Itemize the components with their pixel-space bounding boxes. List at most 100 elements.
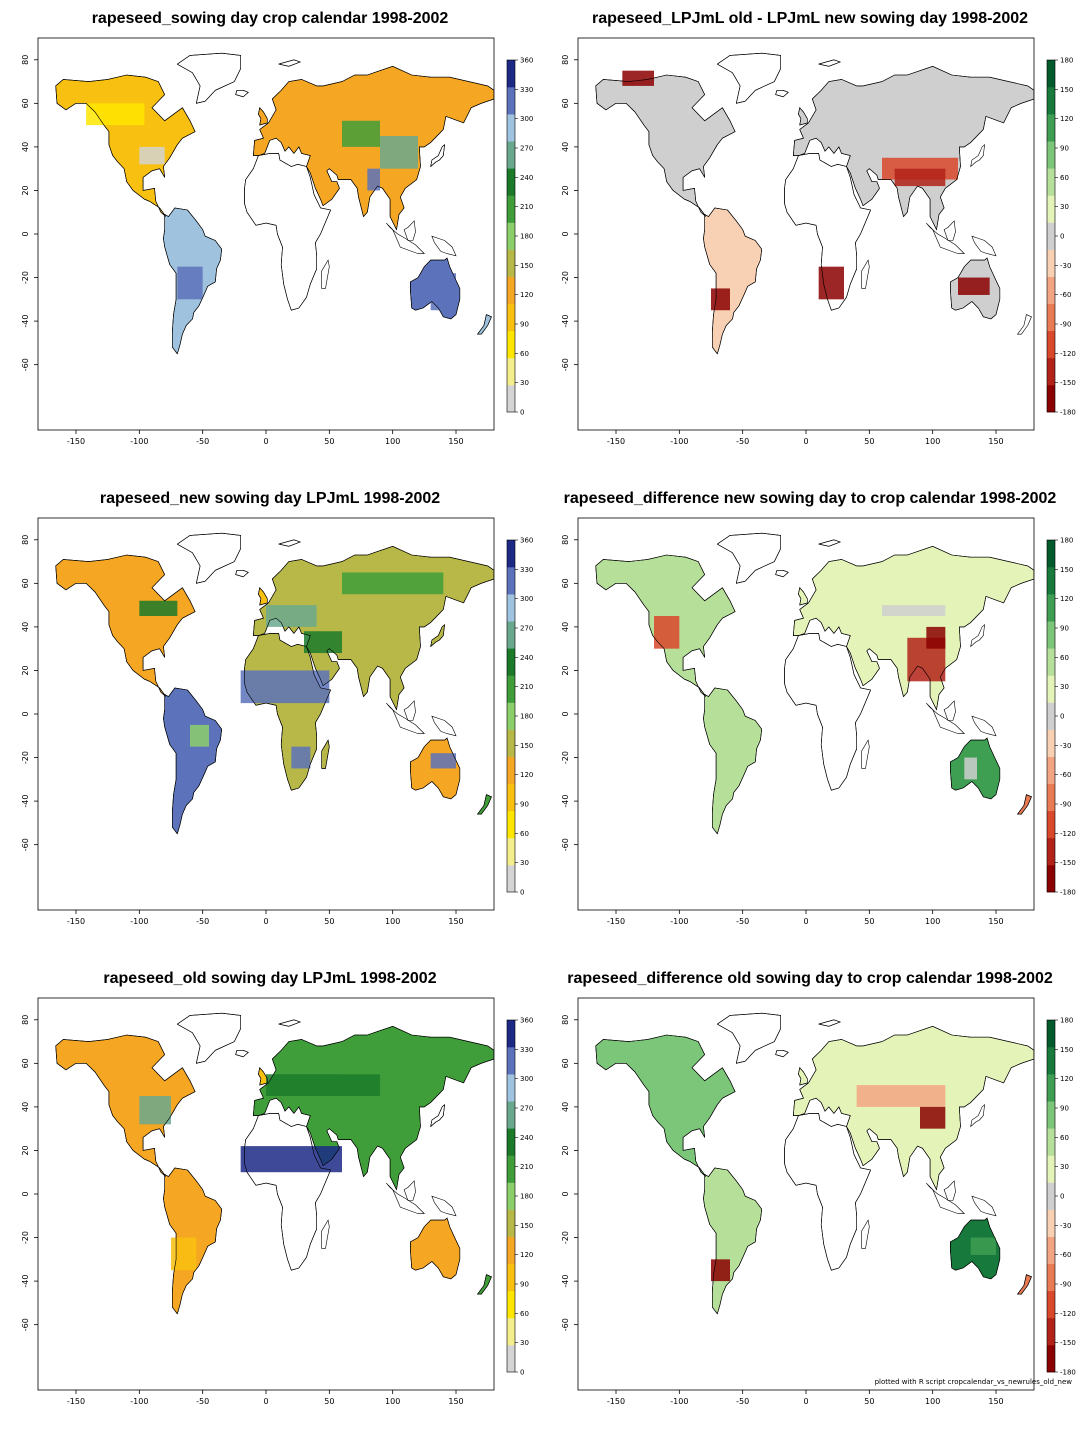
- scale-label: -180: [1060, 409, 1076, 417]
- south-america-outline: [703, 687, 763, 835]
- scale-swatch: [507, 222, 515, 250]
- scale-swatch: [507, 1047, 515, 1075]
- panel-title: rapeseed_difference new sowing day to cr…: [563, 490, 1057, 507]
- panel-diff-old-calendar: rapeseed_difference old sowing day to cr…: [540, 960, 1080, 1440]
- x-tick-label: -100: [670, 437, 688, 446]
- scale-swatch: [1047, 1155, 1055, 1183]
- madagascar-outline: [861, 259, 870, 289]
- greenland-landmass: [717, 1012, 781, 1064]
- scale-label: 240: [520, 1134, 533, 1142]
- region-patch: [882, 605, 946, 616]
- british-isles-outline: [258, 587, 268, 606]
- scale-swatch: [1047, 567, 1055, 595]
- scale-swatch: [1047, 783, 1055, 812]
- y-tick-label: -40: [21, 795, 30, 808]
- scale-swatch: [1047, 141, 1055, 169]
- scale-label: -60: [1060, 291, 1071, 299]
- scale-swatch: [507, 1236, 515, 1264]
- y-tick-label: 40: [561, 1102, 570, 1112]
- scale-swatch: [1047, 540, 1055, 568]
- y-tick-label: 0: [561, 711, 570, 716]
- scale-swatch: [507, 195, 515, 223]
- panel-title: rapeseed_LPJmL old - LPJmL new sowing da…: [591, 10, 1029, 27]
- scale-label: 270: [520, 145, 533, 153]
- borneo-outline: [403, 700, 416, 721]
- iceland-landmass: [775, 570, 789, 578]
- new-zealand-outline: [1016, 314, 1032, 335]
- y-tick-label: 40: [561, 622, 570, 632]
- scale-label: 180: [1060, 57, 1073, 65]
- scale-label: 120: [1060, 1075, 1073, 1083]
- australia-outline: [410, 257, 461, 320]
- scale-label: 180: [1060, 537, 1073, 545]
- scale-swatch: [507, 87, 515, 115]
- y-tick-label: 60: [561, 1058, 570, 1068]
- indonesia-outline: [386, 702, 426, 734]
- australia-outline: [410, 1217, 461, 1280]
- svalbard-outline: [278, 539, 302, 547]
- scale-swatch: [507, 1290, 515, 1319]
- x-tick-label: -50: [736, 917, 749, 926]
- y-tick-label: 60: [21, 1058, 30, 1068]
- region-patch: [342, 1041, 456, 1075]
- scale-label: 30: [1060, 1163, 1069, 1171]
- scale-swatch: [1047, 1263, 1055, 1292]
- scale-label: 150: [1060, 566, 1073, 574]
- y-tick-label: 20: [21, 185, 30, 195]
- scale-label: 330: [520, 566, 533, 574]
- y-tick-label: 0: [561, 231, 570, 236]
- x-tick-label: 150: [988, 1397, 1003, 1406]
- y-tick-label: -60: [21, 1318, 30, 1331]
- south-america-outline: [703, 1167, 763, 1315]
- scale-label: 120: [520, 1251, 533, 1259]
- iceland-outline: [775, 90, 789, 98]
- y-tick-label: -60: [561, 838, 570, 851]
- region-patch: [304, 631, 342, 654]
- map-layer: [595, 532, 1034, 835]
- scale-label: 60: [1060, 654, 1069, 662]
- y-tick-label: 60: [21, 578, 30, 588]
- scale-label: 360: [520, 537, 533, 545]
- scale-swatch: [507, 1182, 515, 1210]
- new-zealand-outline: [476, 794, 492, 815]
- madagascar-outline: [321, 1219, 330, 1249]
- scale-label: -30: [1060, 1222, 1071, 1230]
- scale-label: -30: [1060, 262, 1071, 270]
- y-tick-label: 0: [21, 1191, 30, 1196]
- scale-swatch: [1047, 330, 1055, 359]
- australia-outline: [950, 257, 1001, 320]
- y-tick-label: -40: [561, 315, 570, 328]
- y-tick-label: -40: [21, 315, 30, 328]
- greenland-outline: [176, 532, 241, 584]
- y-tick-label: 40: [561, 142, 570, 152]
- new-guinea-outline: [971, 715, 997, 737]
- north-america-landmass: [595, 1034, 736, 1177]
- x-tick-label: -100: [130, 1397, 148, 1406]
- scale-label: 120: [520, 771, 533, 779]
- scale-swatch: [1047, 837, 1055, 866]
- y-tick-label: 60: [21, 98, 30, 108]
- scale-swatch: [507, 540, 515, 568]
- indonesia-outline: [926, 1182, 966, 1214]
- x-tick-label: 150: [988, 437, 1003, 446]
- x-tick-label: 0: [803, 917, 808, 926]
- scale-label: 90: [1060, 625, 1069, 633]
- scale-swatch: [1047, 1344, 1055, 1373]
- scale-swatch: [507, 1344, 515, 1373]
- iceland-landmass: [775, 90, 789, 98]
- y-tick-label: -40: [21, 1275, 30, 1288]
- madagascar-outline: [861, 1219, 870, 1249]
- australia-outline: [950, 737, 1001, 800]
- africa-outline: [244, 1113, 332, 1271]
- scale-swatch: [507, 756, 515, 784]
- north-america-outline: [595, 1034, 736, 1177]
- scale-swatch: [1047, 87, 1055, 115]
- indonesia-outline: [386, 1182, 426, 1214]
- x-tick-label: -150: [607, 917, 625, 926]
- scale-swatch: [1047, 1317, 1055, 1346]
- japan-outline: [430, 143, 445, 168]
- scale-swatch: [1047, 357, 1055, 386]
- scale-label: 90: [520, 1281, 529, 1289]
- scale-label: 0: [1060, 1193, 1064, 1201]
- scale-label: 60: [1060, 1134, 1069, 1142]
